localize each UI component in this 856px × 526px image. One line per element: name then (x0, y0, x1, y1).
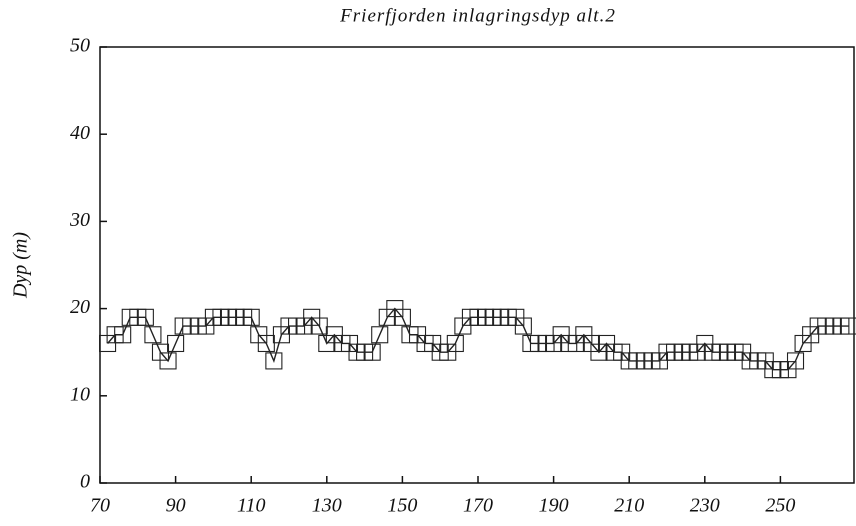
data-marker (839, 317, 856, 335)
data-marker (114, 326, 132, 344)
data-marker (167, 334, 185, 353)
data-marker (159, 352, 177, 370)
x-tick-label: 130 (312, 495, 342, 517)
y-tick-label: 40 (70, 122, 90, 144)
data-marker (310, 317, 328, 335)
x-tick-label: 90 (166, 495, 186, 517)
x-tick-label: 250 (765, 495, 795, 517)
data-marker (514, 317, 532, 335)
data-marker (144, 326, 162, 344)
data-marker (363, 343, 381, 361)
y-tick-label: 0 (80, 471, 90, 493)
y-tick-label: 10 (70, 383, 90, 405)
data-marker (265, 352, 283, 370)
data-marker (393, 308, 411, 326)
y-tick-label: 50 (70, 35, 90, 57)
x-tick-label: 170 (463, 495, 493, 517)
data-marker (242, 308, 260, 326)
y-tick-label: 20 (70, 296, 90, 318)
plot-frame (99, 46, 855, 484)
data-marker (371, 326, 389, 344)
data-marker (446, 334, 464, 353)
x-tick-label: 230 (690, 495, 720, 517)
x-tick-label: 110 (237, 495, 266, 517)
data-marker (786, 352, 805, 370)
chart-title: Frierfjorden inlagringsdyp alt.2 (339, 5, 616, 26)
x-tick-label: 150 (387, 495, 417, 517)
x-tick-label: 190 (539, 495, 569, 517)
y-tick-label: 30 (69, 209, 90, 231)
data-marker (136, 308, 154, 326)
x-tick-label: 70 (90, 495, 110, 517)
y-axis-label: Dyp (m) (10, 232, 32, 299)
x-tick-label: 210 (614, 495, 644, 517)
data-marker (257, 334, 275, 353)
